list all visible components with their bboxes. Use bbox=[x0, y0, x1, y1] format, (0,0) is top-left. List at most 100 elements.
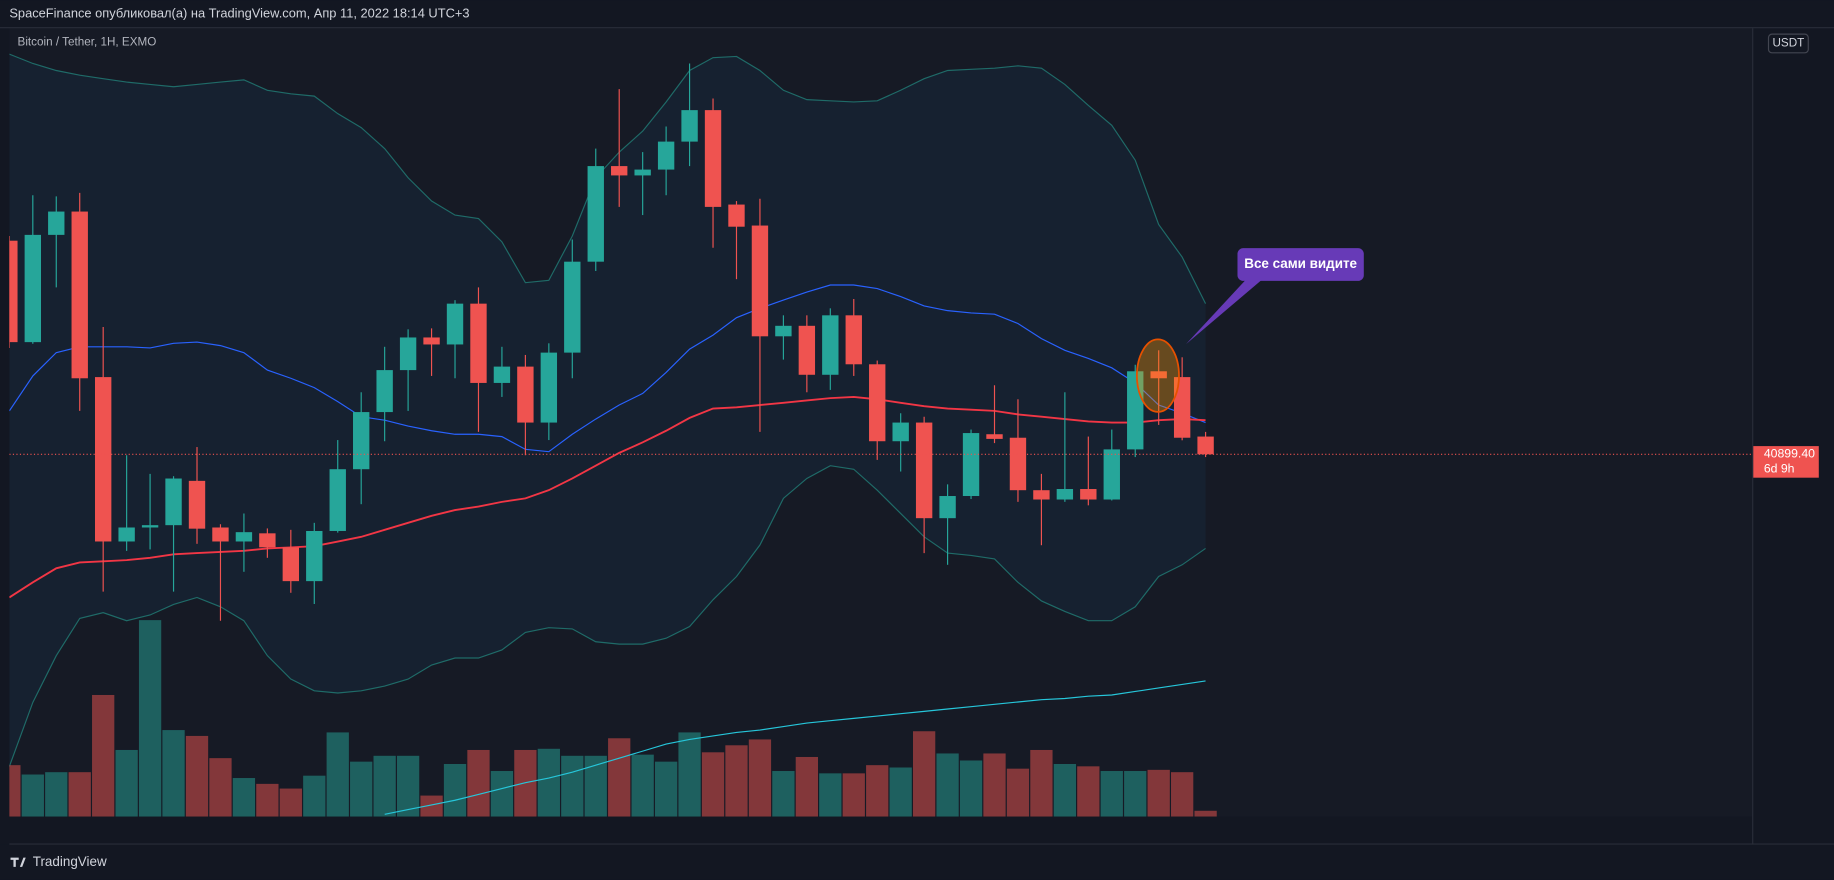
volume-bar bbox=[1147, 769, 1170, 817]
volume-bar bbox=[678, 732, 701, 817]
candle-body bbox=[915, 422, 933, 519]
candle-body bbox=[986, 434, 1003, 439]
volume-bar bbox=[912, 731, 936, 817]
candle-body bbox=[564, 261, 581, 353]
volume-bar bbox=[959, 760, 983, 817]
footer: TradingView bbox=[33, 854, 107, 869]
volume-bar bbox=[209, 758, 232, 817]
highlight bbox=[1136, 338, 1180, 413]
candle-body bbox=[1103, 449, 1120, 500]
candle-body bbox=[704, 110, 722, 207]
volume-bar bbox=[279, 788, 302, 817]
volume-bar bbox=[1030, 749, 1053, 817]
moving-average bbox=[9, 396, 1206, 599]
volume-bar bbox=[1100, 771, 1123, 817]
candle-body bbox=[399, 337, 417, 371]
candle-body bbox=[892, 422, 909, 442]
candle-body bbox=[470, 303, 487, 383]
volume-bar bbox=[842, 773, 865, 817]
candle-body bbox=[71, 211, 88, 379]
volume-bar bbox=[983, 753, 1006, 817]
currency: USDT bbox=[1772, 37, 1804, 50]
candle-body bbox=[775, 325, 792, 337]
volume-bar bbox=[819, 773, 842, 817]
candle-body bbox=[9, 240, 18, 343]
candle-body bbox=[728, 204, 745, 227]
candle-body bbox=[1033, 490, 1050, 500]
candle-body bbox=[118, 527, 135, 542]
candle-body bbox=[751, 225, 769, 337]
volume-bar bbox=[608, 738, 631, 817]
candle-body bbox=[634, 169, 651, 176]
volume-ma bbox=[384, 680, 1206, 815]
volume-bar bbox=[420, 795, 443, 817]
volume-bar bbox=[936, 753, 959, 817]
candle-body bbox=[48, 211, 65, 235]
header: SpaceFinance опубликовал(а) на TradingVi… bbox=[9, 6, 469, 21]
candle-body bbox=[235, 532, 253, 542]
symbol-legend: Bitcoin / Tether, 1H, EXMO bbox=[18, 35, 157, 48]
volume-bar bbox=[21, 774, 44, 817]
volume-bar bbox=[561, 755, 584, 817]
candle-body bbox=[822, 315, 839, 375]
candle-body bbox=[376, 370, 393, 413]
candle-body bbox=[141, 525, 159, 528]
candle-body bbox=[1173, 377, 1191, 438]
volume-bar bbox=[443, 763, 467, 817]
candle-body bbox=[1009, 437, 1027, 491]
volume-bar bbox=[185, 735, 209, 817]
candle-body bbox=[657, 141, 675, 170]
volume-bar bbox=[772, 771, 795, 817]
candle-body bbox=[306, 530, 323, 582]
candle-body bbox=[212, 527, 229, 542]
candle-body bbox=[939, 496, 956, 519]
volume-bar bbox=[396, 755, 420, 817]
volume-bar bbox=[1006, 768, 1030, 817]
candle-body bbox=[587, 166, 604, 262]
currency-box bbox=[1767, 33, 1809, 54]
volume-bar bbox=[631, 754, 654, 817]
volume-bar bbox=[232, 778, 256, 817]
candle-body bbox=[329, 469, 346, 531]
candle-body bbox=[1150, 371, 1167, 379]
footer-bar bbox=[0, 844, 1834, 880]
volume-bar bbox=[115, 749, 138, 817]
candle-body bbox=[1080, 489, 1097, 500]
volume-bar bbox=[537, 748, 560, 817]
candle-body bbox=[493, 366, 511, 383]
candle-body bbox=[845, 315, 862, 365]
candle-body bbox=[1056, 489, 1074, 500]
candle-body bbox=[282, 547, 300, 582]
last-price-box bbox=[1753, 446, 1819, 478]
volume-bar bbox=[256, 783, 279, 817]
volume-bar bbox=[138, 620, 162, 817]
candle-body bbox=[962, 433, 980, 497]
candle-body bbox=[517, 366, 534, 423]
volume-bar bbox=[725, 745, 748, 817]
candle-body bbox=[446, 303, 464, 345]
annotation: Все сами видите bbox=[1244, 256, 1357, 271]
volume-bar bbox=[1194, 810, 1217, 817]
volume-pane bbox=[9, 620, 1217, 817]
volume-bar bbox=[467, 749, 490, 817]
indicators bbox=[9, 53, 1207, 767]
volume-bar bbox=[326, 732, 349, 817]
candle-body bbox=[259, 533, 276, 548]
volume-bar bbox=[45, 772, 68, 817]
volume-bar bbox=[866, 765, 889, 817]
last-price-label: 40899.40 bbox=[1764, 447, 1815, 461]
volume-bar bbox=[1124, 771, 1147, 817]
candle-body bbox=[188, 480, 206, 529]
callout-pointer bbox=[1186, 278, 1264, 345]
volume-bar bbox=[9, 765, 21, 817]
candle-body bbox=[24, 234, 42, 343]
logo bbox=[10, 857, 26, 867]
candle-body bbox=[681, 110, 698, 142]
candle-body bbox=[869, 364, 886, 442]
volume-bar bbox=[490, 771, 514, 817]
candle-body bbox=[540, 352, 558, 423]
candle-body bbox=[1197, 436, 1214, 455]
countdown: 6d 9h bbox=[1764, 462, 1795, 476]
